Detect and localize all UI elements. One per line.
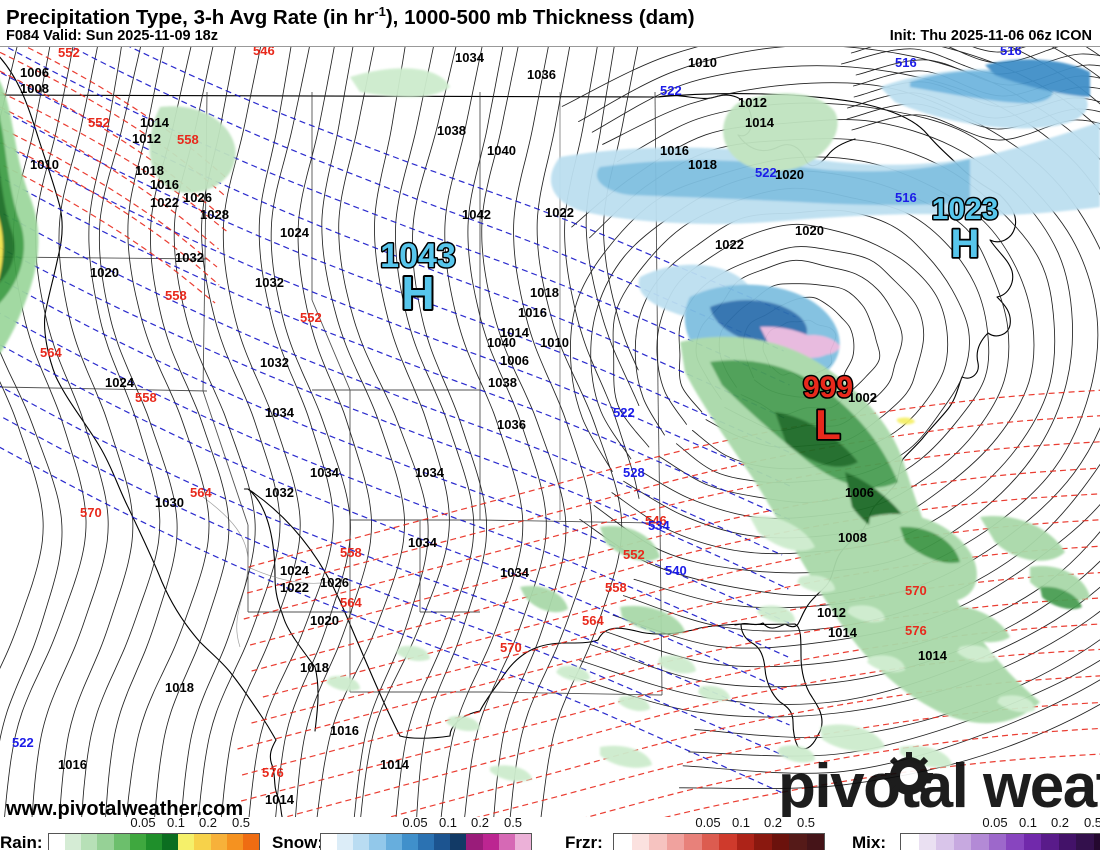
svg-text:1042: 1042 [462,207,491,222]
svg-text:1018: 1018 [530,285,559,300]
svg-text:1008: 1008 [20,81,49,96]
svg-text:558: 558 [177,132,199,147]
svg-text:1036: 1036 [527,67,556,82]
svg-text:1020: 1020 [775,167,804,182]
svg-text:1018: 1018 [135,163,164,178]
svg-text:H: H [401,267,434,319]
svg-text:1016: 1016 [518,305,547,320]
svg-text:H: H [951,222,980,266]
svg-text:1022: 1022 [545,205,574,220]
svg-text:564: 564 [40,345,62,360]
svg-text:1006: 1006 [500,353,529,368]
svg-text:552: 552 [58,47,80,60]
svg-text:1024: 1024 [280,563,310,578]
svg-text:1022: 1022 [715,237,744,252]
svg-text:1014: 1014 [380,757,410,772]
svg-text:1034: 1034 [310,465,340,480]
svg-text:1012: 1012 [132,131,161,146]
svg-text:1040: 1040 [487,143,516,158]
svg-text:564: 564 [582,613,604,628]
svg-text:1012: 1012 [817,605,846,620]
svg-text:pivotal weather: pivotal weather [778,752,1100,817]
svg-text:1010: 1010 [540,335,569,350]
svg-text:1034: 1034 [455,50,485,65]
svg-text:1010: 1010 [30,157,59,172]
svg-text:570: 570 [500,640,522,655]
svg-text:564: 564 [190,485,212,500]
svg-text:576: 576 [905,623,927,638]
svg-text:1034: 1034 [415,465,445,480]
svg-text:1028: 1028 [200,207,229,222]
svg-text:1016: 1016 [58,757,87,772]
svg-text:528: 528 [623,465,645,480]
svg-text:558: 558 [135,390,157,405]
svg-text:522: 522 [12,735,34,750]
svg-text:1014: 1014 [140,115,170,130]
svg-text:1020: 1020 [310,613,339,628]
svg-text:570: 570 [80,505,102,520]
svg-text:1016: 1016 [330,723,359,738]
svg-text:1022: 1022 [150,195,179,210]
svg-text:999: 999 [803,371,853,404]
svg-text:1012: 1012 [738,95,767,110]
svg-text:L: L [815,401,841,448]
svg-text:1018: 1018 [300,660,329,675]
svg-text:552: 552 [623,547,645,562]
svg-text:1014: 1014 [828,625,858,640]
svg-text:1014: 1014 [265,792,295,807]
svg-text:1018: 1018 [165,680,194,695]
svg-text:546: 546 [253,47,275,58]
svg-text:522: 522 [613,405,635,420]
svg-text:1014: 1014 [745,115,775,130]
svg-text:516: 516 [895,190,917,205]
svg-text:516: 516 [1000,47,1022,58]
svg-text:558: 558 [605,580,627,595]
svg-text:558: 558 [340,545,362,560]
svg-text:1038: 1038 [437,123,466,138]
svg-text:534: 534 [648,518,670,533]
svg-text:552: 552 [88,115,110,130]
svg-text:558: 558 [165,288,187,303]
svg-text:1014: 1014 [918,648,948,663]
svg-text:570: 570 [905,583,927,598]
svg-text:1022: 1022 [280,580,309,595]
svg-text:1032: 1032 [265,485,294,500]
svg-text:1034: 1034 [500,565,530,580]
svg-text:516: 516 [895,55,917,70]
svg-text:1024: 1024 [105,375,135,390]
svg-text:1020: 1020 [90,265,119,280]
svg-text:1026: 1026 [320,575,349,590]
svg-text:1010: 1010 [688,55,717,70]
svg-text:1036: 1036 [497,417,526,432]
svg-text:576: 576 [262,765,284,780]
svg-text:1014: 1014 [500,325,530,340]
svg-text:1038: 1038 [488,375,517,390]
svg-text:1016: 1016 [660,143,689,158]
svg-text:1026: 1026 [183,190,212,205]
svg-text:522: 522 [755,165,777,180]
svg-text:1018: 1018 [688,157,717,172]
svg-text:1020: 1020 [795,223,824,238]
svg-text:1032: 1032 [175,250,204,265]
svg-text:1016: 1016 [150,177,179,192]
svg-text:1008: 1008 [838,530,867,545]
svg-text:564: 564 [340,595,362,610]
svg-text:1032: 1032 [255,275,284,290]
svg-text:540: 540 [665,563,687,578]
svg-text:1034: 1034 [265,405,295,420]
svg-text:1032: 1032 [260,355,289,370]
svg-text:1034: 1034 [408,535,438,550]
svg-text:1006: 1006 [845,485,874,500]
svg-text:1024: 1024 [280,225,310,240]
svg-text:552: 552 [300,310,322,325]
svg-text:522: 522 [660,83,682,98]
svg-text:1006: 1006 [20,65,49,80]
svg-text:1030: 1030 [155,495,184,510]
